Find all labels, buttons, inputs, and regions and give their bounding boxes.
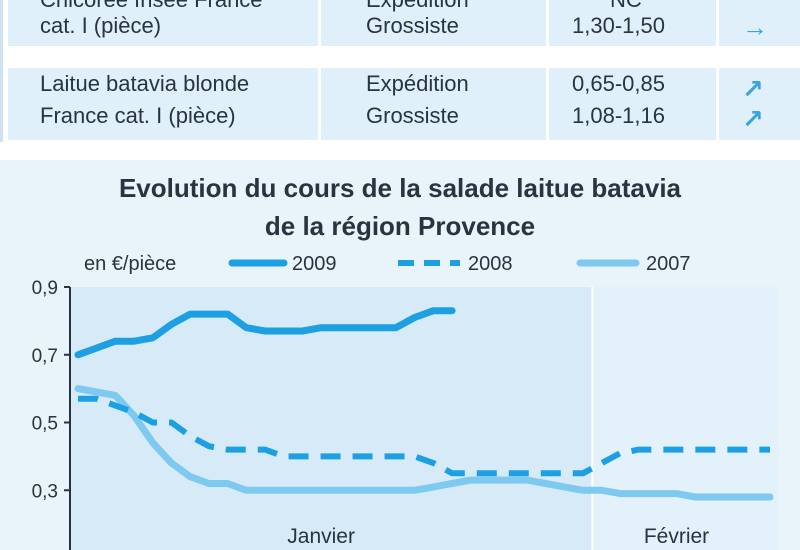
line-chart: 0,90,70,50,30,1JanvierFévrieren €/pièce2… [32,253,778,550]
legend-label-2007: 2007 [646,253,691,275]
market-stage: Expédition [366,0,469,16]
column-divider [716,0,719,142]
y-tick-label: 0,7 [32,346,58,367]
series-line-2008 [78,395,770,477]
trend-arrow-icon: ↗ [742,74,764,104]
market-stage: Grossiste [366,13,459,38]
trend-arrow-icon: ▪ [745,0,751,8]
product-name: Laitue batavia blonde [40,71,250,96]
price-table: Chicorée frisée France cat. I (pièce) Ex… [0,0,800,142]
table-left-rule [0,0,3,142]
x-period-label: Février [644,525,709,548]
trend-arrow-icon: ↗ [742,104,764,134]
y-tick-label: 0,3 [32,481,58,502]
price-range: 0,65-0,85 [572,71,665,96]
series-line-2009 [74,307,456,359]
table-row [8,68,800,140]
price-range: 1,30-1,50 [572,13,665,38]
price-range: NC [610,0,642,16]
product-name-category: France cat. I (pièce) [40,103,236,128]
chart-title: Evolution du cours de la salade laitue b… [118,173,682,203]
legend-label-2008: 2008 [468,253,513,275]
y-tick-label: 0,9 [32,278,58,299]
column-divider [318,0,321,142]
chart-subtitle: de la région Provence [264,211,536,241]
product-name-category: cat. I (pièce) [40,13,162,38]
y-tick-label: 0,5 [32,414,58,435]
row-divider [8,66,800,68]
series-line-2007 [74,385,774,501]
product-name: Chicorée frisée France [40,0,263,16]
row-divider [8,46,800,48]
trend-arrow-icon: → [742,12,768,42]
market-stage: Expédition [366,71,469,96]
column-divider [546,0,549,142]
x-period-label: Janvier [287,525,355,548]
market-stage: Grossiste [366,103,459,128]
price-range: 1,08-1,16 [572,103,665,128]
legend-label-2009: 2009 [292,253,337,275]
chart-panel: Evolution du cours de la salade laitue b… [0,160,800,550]
period-shading [592,287,778,550]
y-unit-label: en €/pièce [84,253,176,275]
table-row [8,0,800,46]
